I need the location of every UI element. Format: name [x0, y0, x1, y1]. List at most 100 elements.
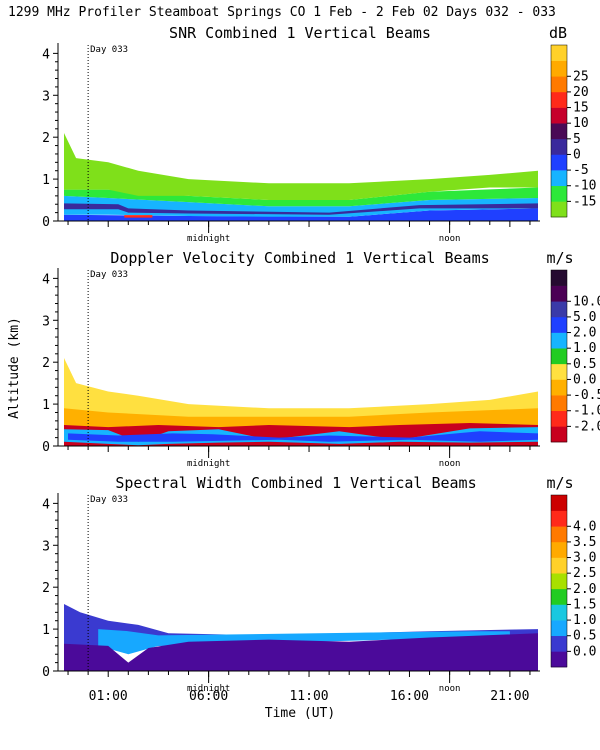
colorbar-swatch: [551, 526, 567, 543]
x-tick-label: 11:00: [289, 689, 328, 704]
y-tick-label: 1: [42, 173, 50, 188]
data-band-0-3: [64, 133, 538, 200]
noon-marker: noon: [439, 684, 461, 694]
colorbar-label: 4.0: [573, 519, 596, 534]
colorbar-label: 2.0: [573, 582, 596, 597]
colorbar-swatch: [551, 541, 567, 558]
y-tick-label: 1: [42, 398, 50, 413]
colorbar-swatch: [551, 270, 567, 286]
x-tick-label: 21:00: [490, 689, 529, 704]
colorbar-swatch: [551, 138, 567, 155]
midnight-marker: midnight: [187, 684, 230, 694]
colorbar-unit-width: m/s: [546, 474, 573, 492]
panel-title-width: Spectral Width Combined 1 Vertical Beams: [115, 474, 476, 492]
colorbar-label: 3.0: [573, 551, 596, 566]
colorbar-swatch: [551, 604, 567, 621]
plot-area-width: 0 1 2 3 4 midnight noon Day 033: [42, 493, 540, 694]
colorbar-swatch: [551, 495, 567, 511]
colorbar-swatch: [551, 201, 567, 218]
colorbar-label: 10.0: [573, 294, 600, 309]
colorbar-swatch: [551, 651, 567, 668]
colorbar-swatch: [551, 426, 567, 443]
colorbar-doppler: 10.05.02.01.00.50.0-0.5-1.0-2.0: [550, 269, 600, 443]
y-tick-label: 0: [42, 665, 50, 680]
colorbar-label: 1.5: [573, 597, 596, 612]
y-tick-label: 4: [42, 272, 50, 287]
colorbar-swatch: [551, 379, 567, 396]
plot-area-doppler: 0 1 2 3 4 midnight noon Day 033: [42, 268, 540, 469]
colorbar-swatch: [551, 588, 567, 605]
y-tick-label: 3: [42, 89, 50, 104]
colorbar-swatch: [551, 557, 567, 574]
y-tick-label: 4: [42, 47, 50, 62]
colorbar-swatch: [551, 45, 567, 61]
colorbar-swatch: [551, 91, 567, 108]
y-tick-label: 2: [42, 356, 50, 371]
colorbar-label: 10: [573, 116, 589, 131]
data-band-2-2: [64, 633, 538, 671]
data-band-0-5: [124, 215, 153, 218]
colorbar-swatch: [551, 573, 567, 590]
colorbar-swatch: [551, 123, 567, 140]
colorbar-label: 0.0: [573, 644, 596, 659]
figure-title: 1299 MHz Profiler Steamboat Springs CO 1…: [8, 5, 556, 20]
colorbar-swatch: [551, 635, 567, 652]
colorbar-swatch: [551, 185, 567, 202]
y-tick-label: 0: [42, 215, 50, 230]
day-marker-label: Day 033: [90, 495, 128, 505]
midnight-marker: midnight: [187, 459, 230, 469]
colorbar-swatch: [551, 76, 567, 93]
colorbar-label: -10: [573, 179, 596, 194]
colorbar-label: -5: [573, 163, 589, 178]
midnight-marker: midnight: [187, 234, 230, 244]
panel-snr: SNR Combined 1 Vertical Beams dB 0 1 2 3 4 mi…: [42, 24, 596, 244]
colorbar-label: -15: [573, 194, 596, 209]
noon-marker: noon: [439, 234, 461, 244]
x-axis-label: Time (UT): [265, 706, 335, 721]
noon-marker: noon: [439, 459, 461, 469]
y-tick-label: 3: [42, 539, 50, 554]
colorbar-width: 4.03.53.02.52.01.51.00.50.0: [550, 494, 596, 668]
colorbar-label: 25: [573, 69, 589, 84]
plot-area-snr: 0 1 2 3 4 midnight noon Day 033: [42, 43, 540, 244]
y-tick-label: 2: [42, 131, 50, 146]
y-axis-label: Altitude (km): [7, 317, 22, 419]
y-tick-label: 2: [42, 581, 50, 596]
data-band-0-4: [64, 203, 538, 215]
data-band-0-2: [64, 187, 538, 207]
colorbar-label: 15: [573, 101, 589, 116]
colorbar-swatch: [551, 154, 567, 171]
day-marker-label: Day 033: [90, 45, 128, 55]
colorbar-label: 20: [573, 85, 589, 100]
panel-doppler: Doppler Velocity Combined 1 Vertical Bea…: [42, 249, 600, 469]
colorbar-swatch: [551, 410, 567, 427]
colorbar-swatch: [551, 348, 567, 365]
colorbar-label: 0.5: [573, 629, 596, 644]
colorbar-swatch: [551, 395, 567, 412]
colorbar-label: -2.0: [573, 419, 600, 434]
colorbar-swatch: [551, 316, 567, 333]
x-tick-label: 06:00: [189, 689, 228, 704]
colorbar-swatch: [551, 620, 567, 637]
colorbar-label: 1.0: [573, 613, 596, 628]
colorbar-label: -0.5: [573, 388, 600, 403]
colorbar-swatch: [551, 107, 567, 124]
y-tick-label: 4: [42, 497, 50, 512]
x-tick-label: 01:00: [89, 689, 128, 704]
colorbar-swatch: [551, 60, 567, 77]
panel-width: Spectral Width Combined 1 Vertical Beams…: [42, 474, 596, 694]
colorbar-label: -1.0: [573, 404, 600, 419]
data-band-0-0: [64, 208, 538, 221]
colorbar-unit-doppler: m/s: [546, 249, 573, 267]
colorbar-swatch: [551, 301, 567, 318]
colorbar-swatch: [551, 170, 567, 187]
colorbar-swatch: [551, 510, 567, 527]
panel-title-snr: SNR Combined 1 Vertical Beams: [169, 24, 431, 42]
colorbar-swatch: [551, 285, 567, 302]
colorbar-label: 1.0: [573, 341, 596, 356]
data-band-1-4: [68, 431, 538, 442]
colorbar-swatch: [551, 363, 567, 380]
colorbar-swatch: [551, 332, 567, 349]
